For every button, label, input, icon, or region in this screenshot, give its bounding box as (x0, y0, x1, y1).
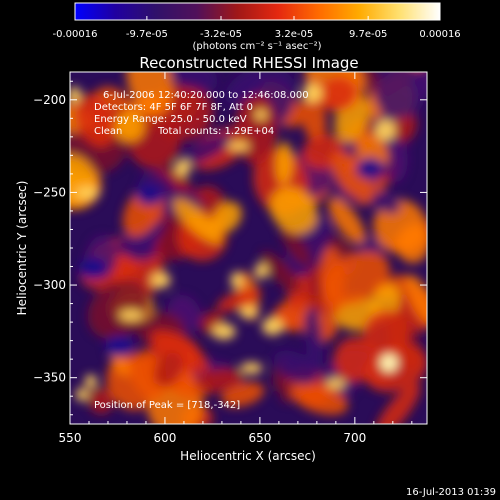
heatmap-blob (394, 112, 417, 143)
annotation-time-range: 6-Jul-2006 12:40:20.000 to 12:46:08.000 (103, 90, 309, 101)
heatmap-hotspot (254, 262, 269, 279)
heatmap-hotspot (240, 362, 263, 374)
heatmap-hotspot (326, 378, 346, 389)
x-axis-ticks: 550 600 650 700 (59, 72, 413, 445)
heatmap-blob (374, 72, 426, 119)
heatmap-blob (330, 151, 375, 200)
colorbar-ticks (74, 16, 441, 20)
heatmap-hotspot (375, 119, 396, 141)
heatmap-blob (114, 112, 145, 143)
heatmap-blob (305, 306, 323, 374)
y-axis-label: Heliocentric Y (arcsec) (15, 181, 29, 316)
heatmap-blob (75, 93, 115, 147)
heatmap-blob (374, 382, 421, 424)
colorbar-tick-label: -9.7e-05 (126, 29, 168, 40)
heatmap-blob (405, 274, 427, 326)
heatmap-blob (161, 87, 214, 141)
heatmap-blob (370, 191, 401, 214)
heatmap-blob (88, 388, 114, 414)
annotation-total-counts: Total counts: 1.29E+04 (157, 126, 274, 137)
x-tick-label: 650 (248, 431, 271, 445)
heatmap-blob (269, 187, 318, 234)
heatmap-hotspot (230, 271, 243, 289)
annotations: 6-Jul-2006 12:40:20.000 to 12:46:08.000 … (94, 90, 309, 411)
heatmap-hotspot (238, 306, 259, 319)
heatmap-blob (154, 352, 183, 387)
heatmap-hotspot (254, 109, 267, 121)
y-tick-label: −300 (33, 278, 66, 292)
heatmap-blob (212, 201, 242, 233)
footer-timestamp: 16-Jul-2013 01:39 (406, 487, 496, 498)
heatmap-negative-well (356, 157, 385, 180)
heatmap-hotspot (84, 374, 97, 389)
colorbar-tick-label: 9.7e-05 (349, 29, 387, 40)
heatmap-blob (396, 223, 427, 264)
heatmap-blob (290, 382, 349, 415)
colorbar-gradient (74, 2, 441, 21)
heatmap-hotspot (302, 83, 323, 103)
heatmap-area (69, 71, 428, 425)
heatmap-hotspot (227, 141, 250, 152)
heatmap-hotspot (150, 272, 171, 289)
heatmap-hotspot (75, 186, 100, 199)
colorbar-tick-label: -3.2e-05 (200, 29, 242, 40)
x-tick-label: 550 (59, 431, 82, 445)
colorbar-tick-labels: -0.00016 -9.7e-05 -3.2e-05 3.2e-05 9.7e-05 0.… (53, 29, 461, 40)
heatmap-blobs (70, 72, 427, 424)
heatmap-blob (179, 133, 232, 166)
heatmap-hotspot (118, 309, 144, 321)
heatmap-blob (300, 93, 327, 143)
heatmap-blob (168, 72, 218, 93)
y-tick-label: −350 (33, 371, 66, 385)
y-axis-ticks: −200 −250 −300 −350 (33, 80, 427, 416)
heatmap-blob (280, 224, 311, 267)
heatmap-blob (285, 216, 331, 277)
heatmap-blob (126, 72, 174, 116)
annotation-energy-range: Energy Range: 25.0 - 50.0 keV (94, 114, 247, 125)
colorbar-units: (photons cm⁻² s⁻¹ asec⁻²) (192, 41, 321, 52)
heatmap-blob (216, 287, 262, 312)
colorbar: -0.00016 -9.7e-05 -3.2e-05 3.2e-05 9.7e-05 0.… (53, 2, 461, 52)
heatmap-blob (260, 251, 301, 294)
heatmap-peak (380, 353, 399, 372)
annotation-peak-position: Position of Peak = [718,-342] (94, 400, 240, 411)
heatmap-hotspot (261, 317, 284, 336)
annotation-method: Clean (94, 126, 122, 137)
heatmap-blob (196, 368, 243, 394)
colorbar-tick-label: 0.00016 (419, 29, 460, 40)
heatmap-blob (173, 198, 223, 244)
heatmap-blob (224, 72, 267, 104)
x-tick-label: 600 (153, 431, 176, 445)
x-tick-label: 700 (343, 431, 366, 445)
heatmap-blob (150, 329, 209, 374)
heatmap-hotspot (70, 86, 81, 104)
heatmap-blob (87, 279, 150, 340)
heatmap-negative-well (78, 257, 107, 280)
y-tick-label: −200 (33, 93, 66, 107)
heatmap-hotspot (174, 159, 191, 177)
heatmap-blob (320, 246, 346, 316)
heatmap-blob (275, 141, 293, 185)
heatmap-hotspot (75, 387, 89, 402)
heatmap-blob (328, 197, 366, 245)
heatmap-hotspot (211, 323, 236, 340)
colorbar-tick-label: -0.00016 (53, 29, 98, 40)
chart-title: Reconstructed RHESSI Image (139, 54, 358, 72)
heatmap-blob (110, 351, 132, 377)
annotation-detectors: Detectors: 4F 5F 6F 7F 8F, Att 0 (94, 102, 253, 113)
heatmap-blob (273, 350, 319, 385)
heatmap-negative-well (105, 335, 134, 358)
y-tick-label: −250 (33, 185, 66, 199)
heatmap-negative-well (135, 183, 164, 206)
x-axis-label: Heliocentric X (arcsec) (180, 449, 316, 463)
colorbar-tick-label: 3.2e-05 (275, 29, 313, 40)
heatmap-blob (317, 77, 357, 112)
